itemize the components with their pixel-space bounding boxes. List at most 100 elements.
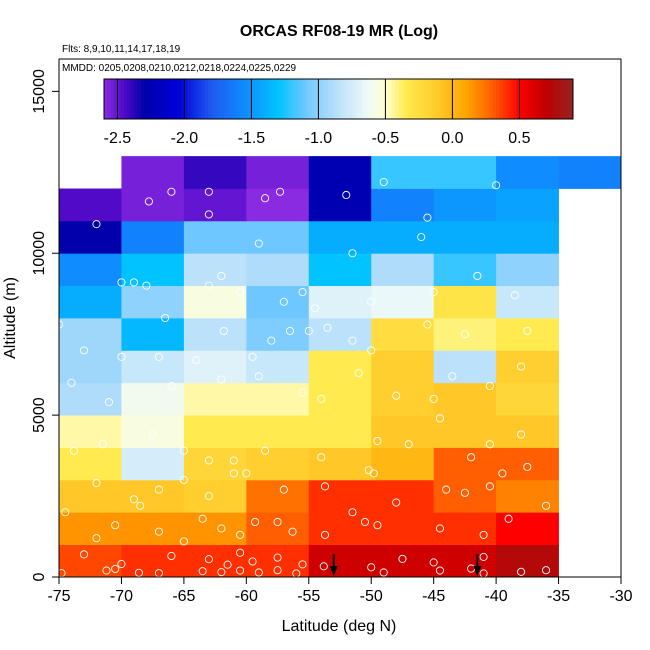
observation-point [154, 485, 163, 494]
observation-point [219, 326, 228, 336]
observation-point [154, 352, 163, 361]
heatmap-cell [371, 220, 435, 254]
colorbar-segment [378, 79, 383, 119]
colorbar-segment [562, 79, 567, 119]
observation-point [236, 288, 245, 297]
observation-point [342, 190, 351, 200]
observation-point [517, 567, 526, 576]
x-tick-label: -35 [547, 588, 570, 605]
colorbar-segment [268, 79, 272, 119]
observation-point [435, 566, 444, 575]
colorbar-segment [382, 79, 386, 119]
colorbar-segment [207, 79, 212, 119]
observation-point [485, 440, 494, 449]
heatmap-cell [308, 415, 372, 448]
observation-point [111, 521, 120, 530]
colorbar-segment [318, 79, 323, 119]
colorbar-segment [445, 79, 450, 119]
colorbar-segment [395, 79, 400, 119]
colorbar-segment [274, 79, 279, 119]
observation-point [492, 181, 501, 190]
flights-label: Flts: 8,9,10,11,14,17,18,19 [62, 44, 181, 55]
heatmap-cell [496, 447, 559, 481]
colorbar-segment [315, 79, 319, 119]
colorbar-segment [157, 79, 162, 119]
observation-point [204, 187, 213, 196]
colorbar-tick-labels: -2.5 -2.0 -1.5 -1.0 -0.5 0.0 0.5 [104, 130, 531, 147]
heatmap-cell [371, 415, 435, 448]
colorbar-segment [425, 79, 430, 119]
colorbar-segment [174, 79, 179, 119]
observation-point [379, 568, 388, 577]
colorbar-segment [506, 79, 510, 119]
observation-point [217, 568, 226, 577]
observation-point [523, 462, 532, 471]
heatmap-cell [371, 447, 435, 481]
x-tick-label: -50 [360, 588, 383, 605]
colorbar-segment [187, 79, 192, 119]
x-tick-label: -65 [172, 588, 195, 605]
observation-point [435, 414, 444, 423]
observation-point [504, 514, 513, 523]
colorbar-segment [502, 79, 507, 119]
colorbar-segment [522, 79, 527, 119]
observation-point [223, 560, 232, 569]
colorbar-segment [452, 79, 457, 119]
heatmap-cell [496, 512, 559, 546]
dates-label: MMDD: 0205,0208,0210,0212,0218,0224,0225… [62, 63, 297, 74]
heatmap-cell [433, 447, 497, 481]
heatmap-cell [308, 512, 372, 546]
observation-point [117, 352, 126, 361]
colorbar-segment [301, 79, 306, 119]
heatmap-cell [433, 285, 497, 319]
heatmap-cell [59, 382, 122, 416]
heatmap-cells [59, 156, 622, 578]
observation-point [319, 562, 328, 571]
colorbar-segment [241, 79, 246, 119]
heatmap-cell [183, 188, 247, 222]
observation-point [392, 498, 401, 507]
colorbar-segment [532, 79, 537, 119]
colorbar-segment [402, 79, 406, 119]
heatmap-cell [246, 382, 310, 416]
colorbar-segment [248, 79, 252, 119]
observation-point [369, 469, 378, 478]
colorbar-segment [201, 79, 205, 119]
heatmap-cell [59, 544, 122, 578]
colorbar-segment [137, 79, 142, 119]
colorbar-segment [462, 79, 467, 119]
heatmap-cell [183, 479, 247, 513]
heatmap-cell [183, 220, 247, 254]
colorbar-segment [499, 79, 504, 119]
colorbar-segment [516, 79, 520, 119]
observation-point [267, 336, 276, 345]
observation-point [154, 527, 163, 536]
x-tick-label: -55 [297, 588, 320, 605]
observation-point [254, 568, 263, 577]
heatmap-cell [496, 415, 559, 448]
colorbar-segment [124, 79, 128, 119]
colorbar-segment [526, 79, 530, 119]
colorbar-segment [325, 79, 329, 119]
observation-point [460, 488, 469, 497]
observation-point [129, 495, 138, 504]
observation-point [102, 566, 111, 575]
observation-point [373, 521, 382, 530]
flight-arrow [329, 554, 338, 576]
observation-point [204, 492, 213, 501]
colorbar-segment [372, 79, 376, 119]
colorbar-segment [308, 79, 313, 119]
heatmap-cell [246, 318, 310, 351]
observation-point [198, 514, 207, 523]
observation-point [248, 352, 257, 361]
colorbar-segment [432, 79, 437, 119]
colorbar-segment [211, 79, 216, 119]
heatmap-cell [433, 156, 497, 189]
x-axis-label: Latitude (deg N) [282, 618, 397, 635]
colorbar-segment [107, 79, 112, 119]
colorbar-segment [261, 79, 266, 119]
observation-point [236, 530, 245, 539]
observation-point [142, 281, 151, 290]
observation-point [204, 281, 213, 290]
heatmap-cell [496, 350, 559, 384]
